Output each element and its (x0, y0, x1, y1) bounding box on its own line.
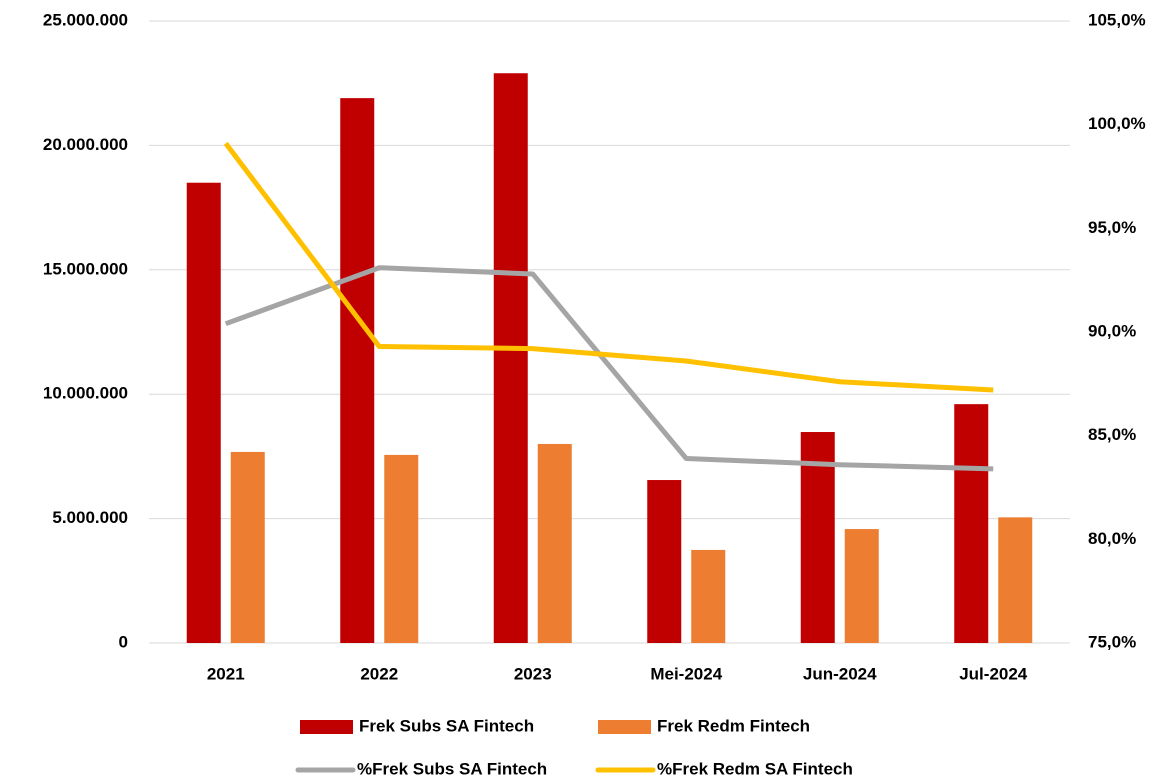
y2-tick-label: 105,0% (1088, 10, 1146, 29)
y2-tick-label: 80,0% (1088, 529, 1136, 548)
x-tick-label: Mei-2024 (650, 664, 722, 683)
y2-tick-label: 95,0% (1088, 218, 1136, 237)
legend-label: %Frek Subs SA Fintech (357, 759, 547, 778)
legend-swatch (598, 720, 651, 734)
y-tick-label: 20.000.000 (43, 135, 128, 154)
y2-tick-label: 75,0% (1088, 632, 1136, 651)
y2-tick-label: 85,0% (1088, 425, 1136, 444)
y-tick-label: 15.000.000 (43, 259, 128, 278)
y-tick-label: 10.000.000 (43, 384, 128, 403)
y-tick-label: 5.000.000 (52, 508, 128, 527)
bar (998, 517, 1033, 643)
bar (340, 98, 375, 644)
line (223, 141, 994, 393)
bar (537, 443, 572, 643)
bar (384, 454, 419, 643)
bar (230, 451, 265, 643)
y-tick-label: 0 (119, 632, 128, 651)
legend-swatch (300, 720, 353, 734)
x-tick-label: 2023 (514, 664, 552, 683)
y-tick-label: 25.000.000 (43, 10, 128, 29)
legend-label: Frek Subs SA Fintech (359, 716, 534, 735)
x-tick-label: 2022 (360, 664, 398, 683)
bar (954, 404, 989, 643)
legend-label: Frek Redm Fintech (657, 716, 810, 735)
x-tick-label: Jun-2024 (803, 664, 877, 683)
y2-tick-label: 90,0% (1088, 321, 1136, 340)
bar (844, 529, 879, 643)
bar (493, 73, 528, 644)
y2-tick-label: 100,0% (1088, 114, 1146, 133)
bar (691, 549, 726, 643)
legend-label: %Frek Redm SA Fintech (657, 759, 853, 778)
x-tick-label: 2021 (207, 664, 245, 683)
bar (800, 432, 835, 643)
bar (647, 480, 682, 643)
line (224, 265, 994, 472)
bar (186, 182, 221, 643)
x-tick-label: Jul-2024 (959, 664, 1028, 683)
